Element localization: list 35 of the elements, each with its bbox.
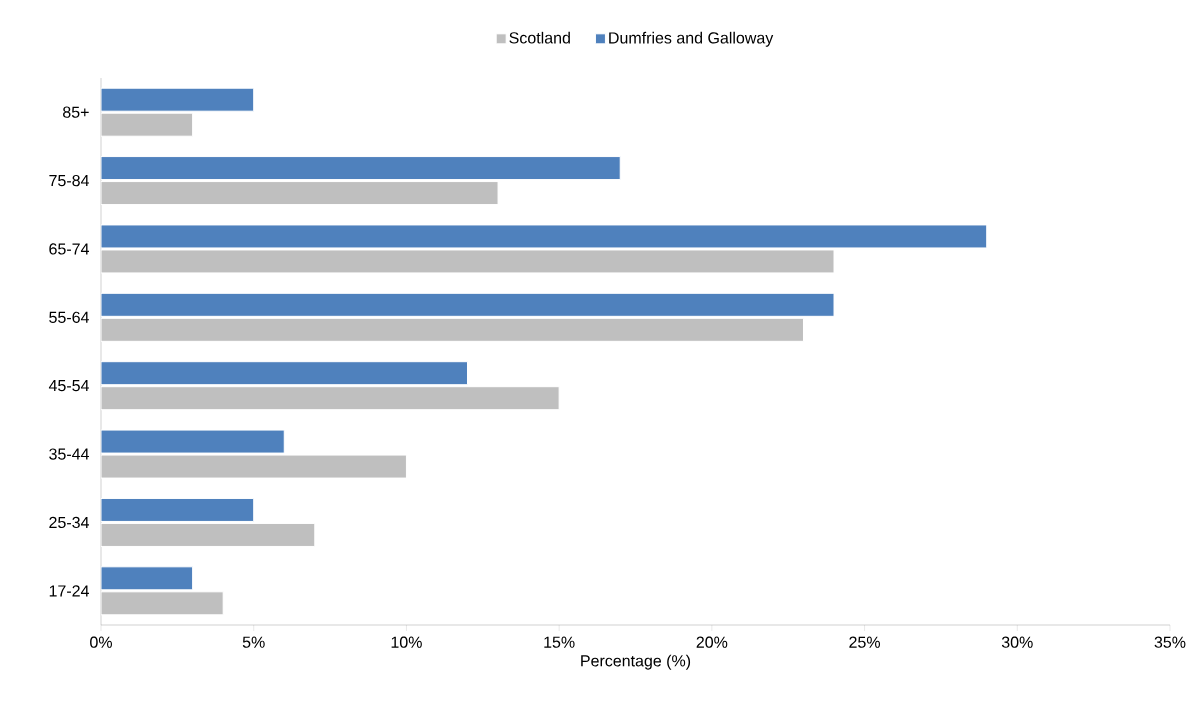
y-tick-label: 25-34 [49,516,89,529]
y-tick-label: 75-84 [49,174,89,187]
bar [101,317,804,342]
y-tick-label: 45-54 [48,380,89,392]
y-tick-label: 35-44 [49,448,89,460]
bar [101,87,255,112]
bar [101,112,194,137]
x-tick-label: 35% [1154,636,1186,648]
y-tick-label: 55-64 [49,311,89,323]
bar [101,497,255,522]
bar [101,156,621,181]
bar [101,522,316,547]
bar [101,429,285,454]
bar [101,224,988,249]
x-tick-label: 30% [1001,636,1033,648]
bar [101,566,194,591]
y-tick-label: 17-24 [49,585,89,597]
x-tick-label: 0% [90,636,112,648]
x-tick-label: 20% [696,636,728,648]
bar [101,386,560,411]
bar [101,454,407,479]
bar [101,361,469,386]
y-tick-label: 85+ [63,106,89,118]
x-tick-label: 10% [391,636,422,648]
x-axis-title: Percentage (%) [581,654,691,670]
legend-label: Dumfries and Galloway [609,31,774,47]
x-tick-label: 5% [242,636,265,648]
x-tick-label: 25% [849,636,880,648]
bar [101,292,835,317]
bar [101,591,224,616]
legend-label: Scotland [509,31,570,44]
x-tick-label: 15% [544,636,575,648]
bar [101,181,499,206]
y-tick-label: 65-74 [49,243,89,255]
bar [101,249,835,274]
